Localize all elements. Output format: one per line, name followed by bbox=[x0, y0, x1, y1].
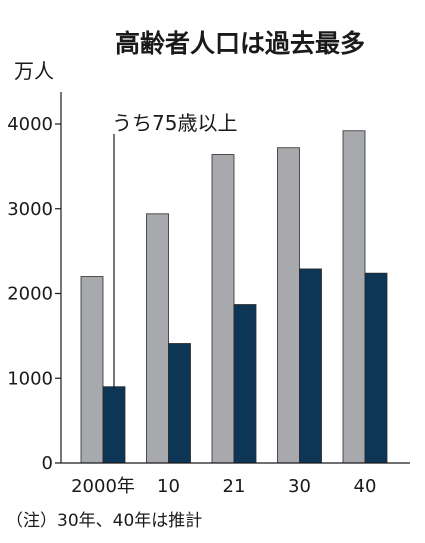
axes-group: 2000年 10 21 30 40 0 1000 2000 3000 4000 bbox=[7, 92, 410, 497]
bar-over75-0 bbox=[102, 386, 126, 464]
bar-over75-4 bbox=[364, 272, 388, 464]
chart-title: 高齢者人口は過去最多 bbox=[115, 29, 365, 58]
bar-over75-2 bbox=[233, 304, 257, 464]
bar-total-4 bbox=[342, 130, 366, 464]
y-tick-label-2: 2000 bbox=[7, 284, 53, 305]
y-tick-label-4: 4000 bbox=[7, 114, 53, 135]
x-tick-label-3: 30 bbox=[288, 476, 311, 497]
y-tick-label-3: 3000 bbox=[7, 199, 53, 220]
x-tick-label-4: 40 bbox=[354, 476, 377, 497]
y-tick-label-0: 0 bbox=[42, 453, 53, 474]
x-tick-label-0: 2000年 bbox=[71, 476, 135, 497]
bar-total-2 bbox=[211, 154, 235, 464]
bars-group bbox=[80, 130, 388, 464]
x-tick-label-1: 10 bbox=[157, 476, 180, 497]
annotation-group: うち75歳以上 bbox=[112, 111, 237, 389]
bar-total-0 bbox=[80, 276, 104, 464]
bar-total-1 bbox=[146, 213, 169, 464]
bar-over75-1 bbox=[168, 343, 191, 464]
y-axis-label: 万人 bbox=[14, 59, 54, 83]
y-tick-label-1: 1000 bbox=[7, 368, 53, 389]
footnote: （注）30年、40年は推計 bbox=[6, 511, 202, 531]
x-tick-label-2: 21 bbox=[223, 476, 246, 497]
annotation-label: うち75歳以上 bbox=[112, 111, 237, 135]
bar-over75-3 bbox=[299, 268, 322, 464]
bar-total-3 bbox=[277, 147, 300, 464]
